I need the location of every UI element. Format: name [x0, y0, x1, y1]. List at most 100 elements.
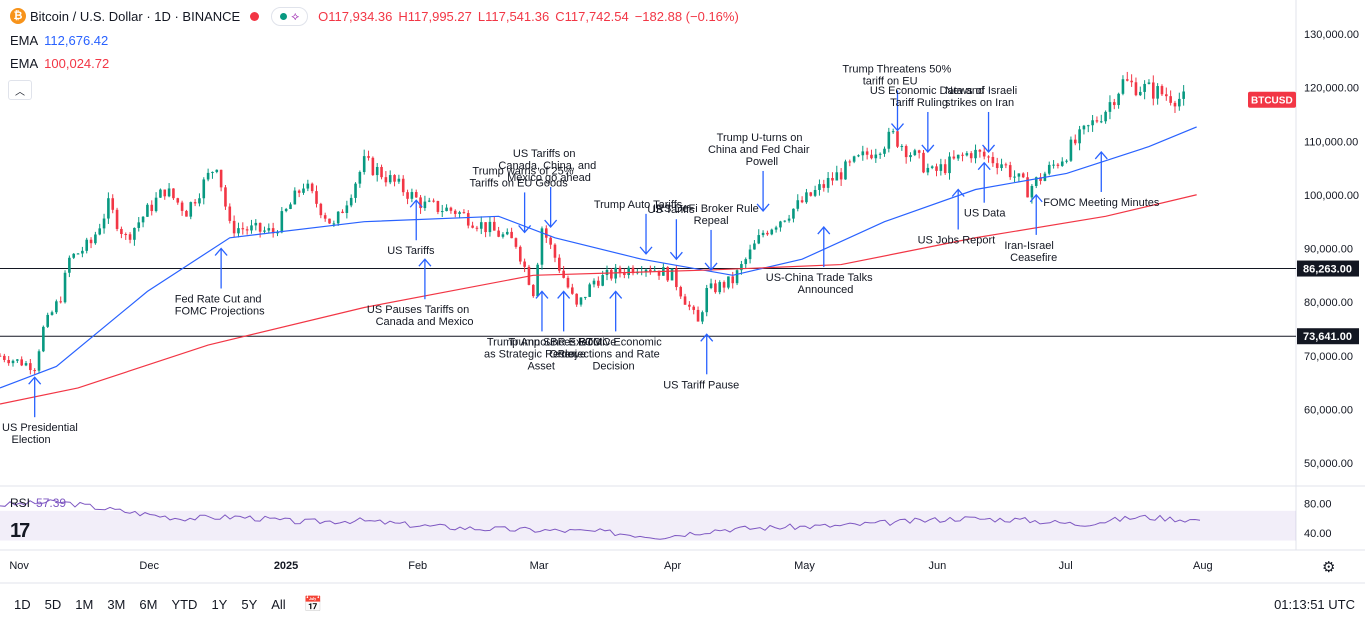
- ema-slow-legend[interactable]: EMA 100,024.72: [10, 56, 109, 71]
- annotation-label: Trump warns of 25%: [472, 165, 573, 177]
- timeframe-all[interactable]: All: [271, 596, 286, 612]
- candle-body: [649, 269, 652, 272]
- candle-body: [744, 259, 748, 265]
- bitcoin-icon: ₿: [10, 8, 26, 24]
- candle-body: [1178, 98, 1181, 107]
- candle-body: [536, 264, 539, 297]
- candle-body: [1060, 161, 1064, 166]
- candle-body: [501, 234, 505, 237]
- candle-body: [11, 360, 15, 364]
- ema-fast-label: EMA: [10, 33, 39, 48]
- candle-body: [427, 200, 431, 202]
- candle-body: [1030, 185, 1034, 198]
- candle-body: [349, 197, 353, 206]
- annotation-arrowhead: [669, 251, 683, 261]
- candle-body: [388, 175, 392, 183]
- candle-body: [1000, 164, 1003, 169]
- candle-body: [666, 267, 669, 281]
- utc-clock[interactable]: 01:13:51 UTC: [1274, 596, 1355, 612]
- candle-body: [796, 200, 800, 209]
- annotation-arrowhead: [890, 123, 904, 132]
- timeframe-ytd[interactable]: YTD: [171, 596, 198, 612]
- candle-body: [1065, 160, 1068, 162]
- candle-body: [176, 198, 180, 203]
- candle-body: [245, 229, 249, 231]
- candle-body: [133, 227, 136, 240]
- candle-body: [180, 202, 184, 211]
- candle-body: [1152, 82, 1155, 99]
- rsi-tick-label: 80.00: [1304, 498, 1332, 510]
- live-dot-icon: [280, 12, 288, 20]
- candle-body: [297, 190, 301, 193]
- ema-fast-legend[interactable]: EMA 112,676.42: [10, 33, 108, 48]
- candle-body: [896, 131, 899, 147]
- candle-body: [63, 272, 67, 303]
- timeframe-1m[interactable]: 1M: [75, 596, 94, 612]
- calendar-range-icon[interactable]: 📅: [303, 596, 323, 613]
- candle-body: [575, 293, 578, 305]
- candle-body: [397, 178, 401, 182]
- candle-body: [332, 223, 336, 225]
- candle-body: [68, 257, 71, 273]
- annotation-arrowhead: [977, 161, 991, 171]
- timeframe-6m[interactable]: 6M: [139, 596, 158, 612]
- candle-body: [492, 221, 496, 231]
- candle-body: [1117, 93, 1120, 106]
- candle-body: [211, 171, 214, 173]
- timeframe-1y[interactable]: 1Y: [211, 596, 228, 612]
- candle-body: [445, 207, 448, 212]
- level-tag-label: 86,263.00: [1303, 264, 1352, 276]
- annotation-label: Repeal: [694, 215, 729, 227]
- timeframe-3m[interactable]: 3M: [107, 596, 126, 612]
- indicators-pill[interactable]: ⟡: [271, 6, 309, 26]
- level-tag: [1297, 260, 1359, 277]
- candle-body: [748, 249, 752, 260]
- annotation-label: US Tariffs: [387, 245, 435, 257]
- candle-body: [779, 221, 782, 228]
- symbol-title[interactable]: Bitcoin / U.S. Dollar · 1D · BINANCE: [30, 8, 241, 24]
- candle-body: [111, 198, 115, 210]
- rsi-legend[interactable]: RSI 57.39: [10, 496, 66, 510]
- candle-body: [263, 230, 266, 232]
- candle-body: [33, 370, 36, 372]
- candle-body: [1073, 139, 1077, 144]
- candle-body: [965, 153, 969, 156]
- annotation-label: Order: [549, 348, 577, 360]
- tradingview-logo: 17: [10, 520, 30, 542]
- candle-body: [107, 198, 110, 219]
- candle-body: [558, 257, 561, 271]
- annotation-label: IRS DeFi Broker Rule: [653, 203, 759, 215]
- candle-body: [956, 154, 960, 159]
- annotation-label: Fed Rate Cut and: [175, 294, 262, 306]
- candle-body: [740, 264, 743, 271]
- candle-body: [1112, 102, 1116, 106]
- chevron-up-icon: ︿: [15, 86, 25, 98]
- candle-body: [1052, 164, 1055, 166]
- timeframe-5d[interactable]: 5D: [44, 596, 62, 612]
- candle-body: [1021, 173, 1025, 178]
- time-axis-label: 2025: [274, 560, 298, 572]
- candle-body: [271, 228, 275, 234]
- candle-body: [20, 359, 23, 366]
- ema-slow-label: EMA: [10, 56, 39, 71]
- timeframe-1d[interactable]: 1D: [14, 596, 31, 612]
- candle-body: [185, 210, 188, 217]
- collapse-legend-button[interactable]: ︿: [8, 80, 32, 100]
- annotation-arrowhead: [756, 203, 770, 212]
- candle-body: [792, 208, 795, 219]
- time-axis-label: Jul: [1059, 560, 1073, 572]
- candle-body: [198, 198, 201, 204]
- candle-body: [623, 273, 626, 275]
- annotation-label: China and Fed Chair: [708, 144, 810, 156]
- candle-body: [887, 131, 891, 149]
- candle-body: [384, 177, 388, 183]
- market-status-icon: [250, 11, 260, 21]
- candle-body: [714, 283, 717, 293]
- candle-body: [1160, 86, 1164, 95]
- annotation-label: Tariff Ruling: [890, 97, 948, 109]
- gear-icon[interactable]: ⚙: [1322, 559, 1336, 576]
- timeframe-5y[interactable]: 5Y: [241, 596, 258, 612]
- candle-body: [159, 189, 162, 198]
- candle-body: [189, 202, 193, 217]
